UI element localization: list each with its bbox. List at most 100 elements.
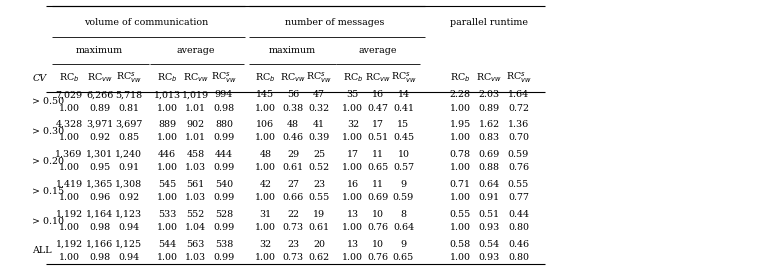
Text: 4,328: 4,328	[55, 120, 83, 129]
Text: 0.64: 0.64	[479, 180, 500, 189]
Text: 0.70: 0.70	[508, 134, 529, 142]
Text: 13: 13	[347, 210, 359, 219]
Text: 1.00: 1.00	[449, 104, 471, 112]
Text: 10: 10	[372, 240, 384, 249]
Text: 1.00: 1.00	[156, 104, 178, 112]
Text: 0.54: 0.54	[479, 240, 500, 249]
Text: 0.55: 0.55	[508, 180, 529, 189]
Text: 1.00: 1.00	[342, 134, 364, 142]
Text: 544: 544	[158, 240, 176, 249]
Text: 9: 9	[400, 180, 407, 189]
Text: 48: 48	[287, 120, 299, 129]
Text: 0.61: 0.61	[282, 163, 304, 172]
Text: 0.80: 0.80	[508, 223, 529, 232]
Text: 0.80: 0.80	[508, 253, 529, 262]
Text: 1.00: 1.00	[342, 253, 364, 262]
Text: 0.46: 0.46	[282, 134, 304, 142]
Text: 0.99: 0.99	[213, 163, 235, 172]
Text: 0.51: 0.51	[479, 210, 500, 219]
Text: 0.41: 0.41	[393, 104, 414, 112]
Text: 2.28: 2.28	[449, 90, 471, 99]
Text: 0.47: 0.47	[367, 104, 389, 112]
Text: 1.64: 1.64	[508, 90, 529, 99]
Text: 0.73: 0.73	[282, 253, 304, 262]
Text: 0.78: 0.78	[449, 150, 471, 159]
Text: 1,308: 1,308	[115, 180, 143, 189]
Text: 0.65: 0.65	[367, 163, 389, 172]
Text: RC$_b$: RC$_b$	[255, 72, 275, 84]
Text: 35: 35	[347, 90, 359, 99]
Text: 25: 25	[313, 150, 325, 159]
Text: 0.93: 0.93	[479, 253, 500, 262]
Text: 3,971: 3,971	[86, 120, 114, 129]
Text: 0.32: 0.32	[308, 104, 330, 112]
Text: 561: 561	[186, 180, 205, 189]
Text: 1.00: 1.00	[156, 163, 178, 172]
Text: 10: 10	[372, 210, 384, 219]
Text: 0.83: 0.83	[479, 134, 500, 142]
Text: 1.03: 1.03	[185, 163, 206, 172]
Text: > 0.50: > 0.50	[32, 97, 64, 106]
Text: 1.01: 1.01	[185, 104, 206, 112]
Text: 0.91: 0.91	[118, 163, 140, 172]
Text: 0.51: 0.51	[367, 134, 389, 142]
Text: 0.69: 0.69	[479, 150, 500, 159]
Text: 1.00: 1.00	[449, 223, 471, 232]
Text: 545: 545	[158, 180, 176, 189]
Text: 56: 56	[287, 90, 299, 99]
Text: 0.59: 0.59	[393, 193, 414, 202]
Text: 1,369: 1,369	[55, 150, 83, 159]
Text: 1.00: 1.00	[255, 104, 276, 112]
Text: 1.62: 1.62	[479, 120, 500, 129]
Text: 0.98: 0.98	[89, 223, 110, 232]
Text: volume of communication: volume of communication	[84, 18, 209, 27]
Text: 0.64: 0.64	[393, 223, 414, 232]
Text: 1.00: 1.00	[449, 163, 471, 172]
Text: 994: 994	[215, 90, 233, 99]
Text: 880: 880	[215, 120, 233, 129]
Text: 16: 16	[372, 90, 384, 99]
Text: 10: 10	[397, 150, 410, 159]
Text: 1,164: 1,164	[86, 210, 114, 219]
Text: 1.00: 1.00	[255, 163, 276, 172]
Text: 1.00: 1.00	[255, 253, 276, 262]
Text: 458: 458	[186, 150, 205, 159]
Text: 1,125: 1,125	[115, 240, 143, 249]
Text: 1.00: 1.00	[58, 104, 80, 112]
Text: 1.00: 1.00	[58, 163, 80, 172]
Text: RC$_{vw}$: RC$_{vw}$	[183, 72, 209, 84]
Text: 106: 106	[256, 120, 275, 129]
Text: 1.36: 1.36	[508, 120, 529, 129]
Text: 528: 528	[215, 210, 233, 219]
Text: 41: 41	[313, 120, 325, 129]
Text: RC$^s_{vw}$: RC$^s_{vw}$	[306, 71, 332, 85]
Text: 1.95: 1.95	[449, 120, 471, 129]
Text: RC$_{vw}$: RC$_{vw}$	[280, 72, 306, 84]
Text: 0.76: 0.76	[508, 163, 529, 172]
Text: 0.92: 0.92	[118, 193, 140, 202]
Text: 17: 17	[347, 150, 359, 159]
Text: 31: 31	[259, 210, 272, 219]
Text: 0.99: 0.99	[213, 223, 235, 232]
Text: 444: 444	[215, 150, 233, 159]
Text: 1.00: 1.00	[342, 193, 364, 202]
Text: 16: 16	[347, 180, 359, 189]
Text: 0.73: 0.73	[282, 223, 304, 232]
Text: 1,166: 1,166	[86, 240, 114, 249]
Text: 0.99: 0.99	[213, 134, 235, 142]
Text: 902: 902	[186, 120, 205, 129]
Text: 1.03: 1.03	[185, 193, 206, 202]
Text: 1.04: 1.04	[185, 223, 206, 232]
Text: 1,192: 1,192	[55, 210, 83, 219]
Text: 15: 15	[397, 120, 410, 129]
Text: number of messages: number of messages	[285, 18, 384, 27]
Text: 0.44: 0.44	[508, 210, 529, 219]
Text: 0.77: 0.77	[508, 193, 529, 202]
Text: 23: 23	[313, 180, 325, 189]
Text: RC$_{vw}$: RC$_{vw}$	[365, 72, 391, 84]
Text: 0.88: 0.88	[479, 163, 500, 172]
Text: 1.00: 1.00	[58, 193, 80, 202]
Text: 0.57: 0.57	[393, 163, 414, 172]
Text: RC$_{vw}$: RC$_{vw}$	[476, 72, 502, 84]
Text: 0.99: 0.99	[213, 193, 235, 202]
